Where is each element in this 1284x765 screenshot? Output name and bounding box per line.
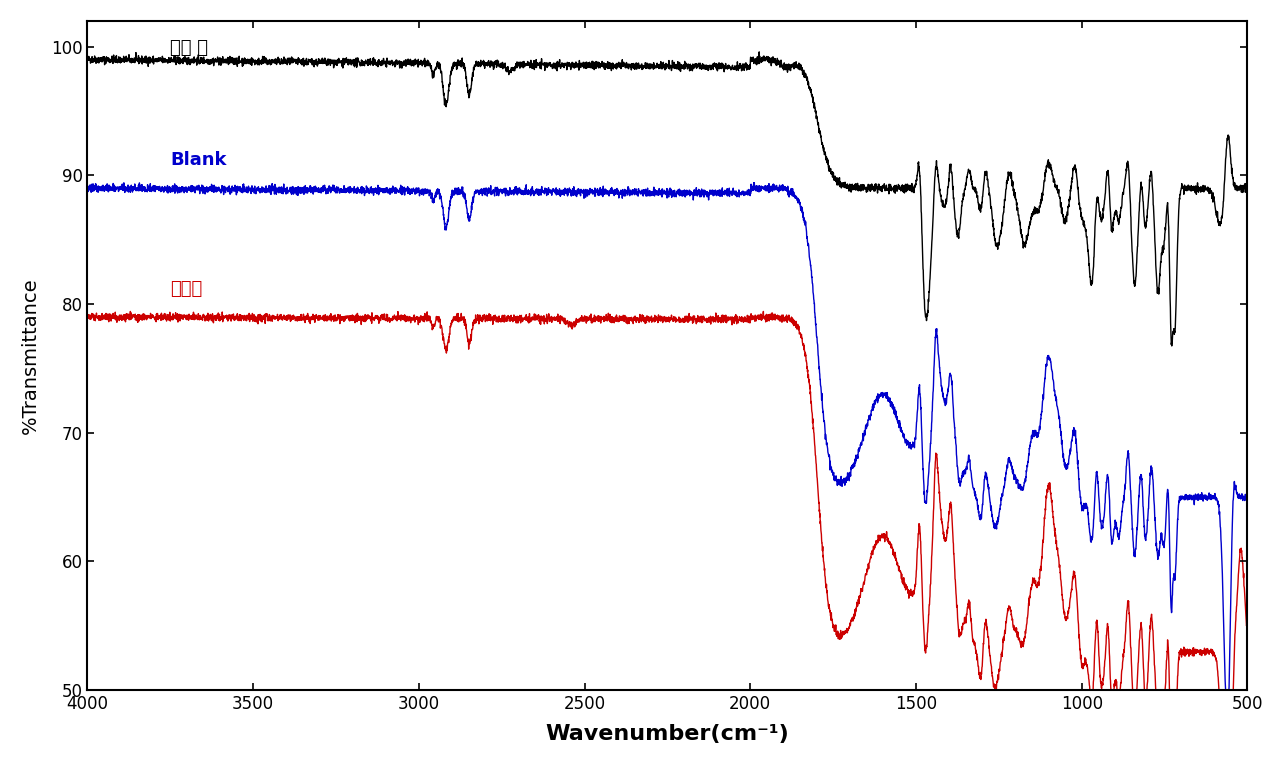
- Text: Blank: Blank: [171, 151, 227, 169]
- Y-axis label: %Transmittance: %Transmittance: [21, 277, 40, 434]
- Text: 시제품: 시제품: [171, 279, 203, 298]
- X-axis label: Wavenumber(cm⁻¹): Wavenumber(cm⁻¹): [546, 724, 790, 744]
- Text: 열화 전: 열화 전: [171, 39, 208, 57]
